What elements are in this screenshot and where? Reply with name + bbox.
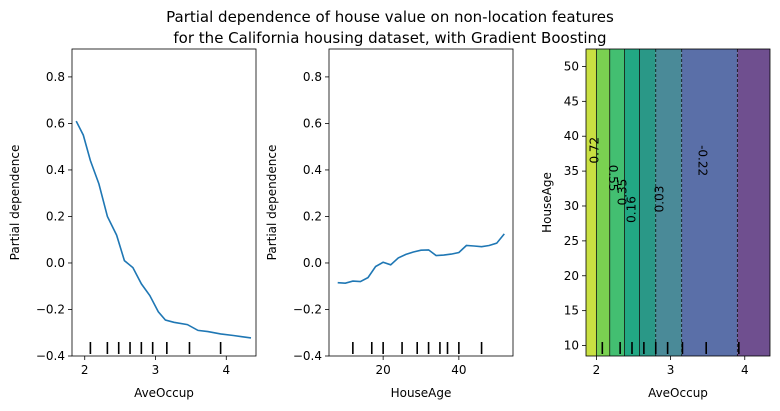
panel-3-ytick-label: 10 — [564, 339, 579, 353]
panel-2-xtick-label: 20 — [375, 363, 390, 377]
panel-1-axes-frame — [71, 48, 257, 357]
panel-2-ytick-label: 0.0 — [303, 256, 322, 270]
panel-1-ytick-label: 0.6 — [46, 116, 65, 130]
panel-3-axes-frame — [585, 48, 771, 357]
panel-3-contour-band-3 — [624, 49, 640, 356]
panel-1-ytick-label: 0.4 — [46, 163, 65, 177]
panel-3-ytick-label: 35 — [564, 164, 579, 178]
panel-1-pd-line — [75, 120, 252, 339]
panel-1-xtick-label: 3 — [152, 363, 160, 377]
panel-3-contour-label: 0.16 — [625, 196, 639, 223]
panel-3-yaxis-label: HouseAge — [540, 172, 554, 233]
panel-1-xtick-label: 2 — [81, 363, 89, 377]
panel-2-ytick-label: 0.6 — [303, 116, 322, 130]
panel-2-xtick-label: 40 — [451, 363, 466, 377]
panel-3-contour-band-0 — [586, 49, 597, 356]
panel-3-ytick-label: 25 — [564, 234, 579, 248]
panel-1-ytick-label: 0.8 — [46, 70, 65, 84]
panel-3-xtick-label: 4 — [741, 363, 749, 377]
panel-2-axes-frame — [328, 48, 514, 357]
panel-1-ytick-label: −0.2 — [36, 302, 65, 316]
panel-3-contour-label: 0.55 — [606, 165, 620, 192]
chart-title-line-2: for the California housing dataset, with… — [173, 29, 607, 47]
panel-3-contour-band-2 — [609, 49, 625, 356]
panel-1-xtick-label: 4 — [222, 363, 230, 377]
panel-1-ytick-label: 0.2 — [46, 209, 65, 223]
panel-2-ytick-label: 0.4 — [303, 163, 322, 177]
panel-3-ytick-label: 30 — [564, 199, 579, 213]
panel-1-yaxis-label: Partial dependence — [8, 145, 22, 261]
panel-2-xaxis-label: HouseAge — [391, 386, 452, 400]
panel-3-ytick-label: 45 — [564, 94, 579, 108]
panel-2-ytick-label: 0.8 — [303, 70, 322, 84]
panel-3-contour-label: 0.72 — [587, 137, 601, 164]
panel-1-ytick-label: −0.4 — [36, 349, 65, 363]
panel-3-contour-band-4 — [639, 49, 656, 356]
panel-2-pd-line — [337, 233, 505, 285]
panel-2-ytick-label: 0.2 — [303, 209, 322, 223]
panel-3-ytick-label: 15 — [564, 304, 579, 318]
panel-3-contour-label: -0.22 — [695, 145, 709, 176]
panel-3-contour-band-1 — [596, 49, 610, 356]
panel-3-contour-band-7 — [737, 49, 770, 356]
panel-3-contour-label: 0.35 — [616, 179, 630, 206]
panel-2-ytick-label: −0.4 — [293, 349, 322, 363]
panel-3-xaxis-label: AveOccup — [648, 386, 708, 400]
panel-3-xtick-label: 2 — [593, 363, 601, 377]
panel-3-contour-band-6 — [681, 49, 738, 356]
panel-3-contour-band-5 — [655, 49, 682, 356]
panel-3-ytick-label: 50 — [564, 59, 579, 73]
panel-3-contour-label: 0.03 — [653, 186, 667, 213]
chart-title-line-1: Partial dependence of house value on non… — [166, 8, 614, 26]
panel-1-xaxis-label: AveOccup — [134, 386, 194, 400]
panel-3-ytick-label: 20 — [564, 269, 579, 283]
panel-3-xtick-label: 3 — [667, 363, 675, 377]
panel-2-yaxis-label: Partial dependence — [265, 145, 279, 261]
panel-1-ytick-label: 0.0 — [46, 256, 65, 270]
panel-2-ytick-label: −0.2 — [293, 302, 322, 316]
panel-3-ytick-label: 40 — [564, 129, 579, 143]
